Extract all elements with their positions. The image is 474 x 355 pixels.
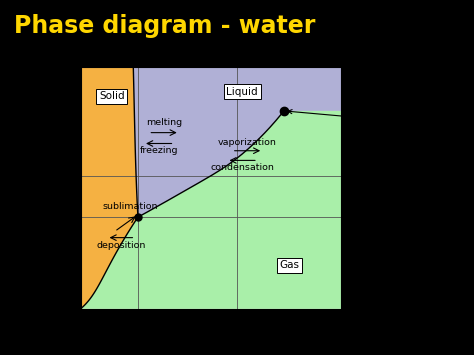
Text: critical point: critical point xyxy=(288,110,451,128)
Polygon shape xyxy=(81,65,138,309)
Polygon shape xyxy=(81,111,344,309)
Text: Temperature (°C): Temperature (°C) xyxy=(160,352,262,355)
Text: 1 atm: 1 atm xyxy=(45,171,75,181)
Text: 4.58
torr: 4.58 torr xyxy=(54,207,75,228)
Text: condensation: condensation xyxy=(210,163,274,172)
Text: Liquid: Liquid xyxy=(227,87,258,97)
Text: Phase diagram - water: Phase diagram - water xyxy=(14,14,316,38)
Text: freezing: freezing xyxy=(139,146,178,155)
Text: melting: melting xyxy=(146,118,182,127)
Text: vaporization: vaporization xyxy=(218,138,277,147)
Text: deposition: deposition xyxy=(96,241,146,250)
Text: Gas: Gas xyxy=(279,261,299,271)
Text: sublimation: sublimation xyxy=(102,202,158,211)
Polygon shape xyxy=(133,65,344,217)
Text: 0.0098: 0.0098 xyxy=(122,328,154,337)
Text: Solid: Solid xyxy=(99,92,125,102)
Y-axis label: Pressure: Pressure xyxy=(64,163,76,213)
